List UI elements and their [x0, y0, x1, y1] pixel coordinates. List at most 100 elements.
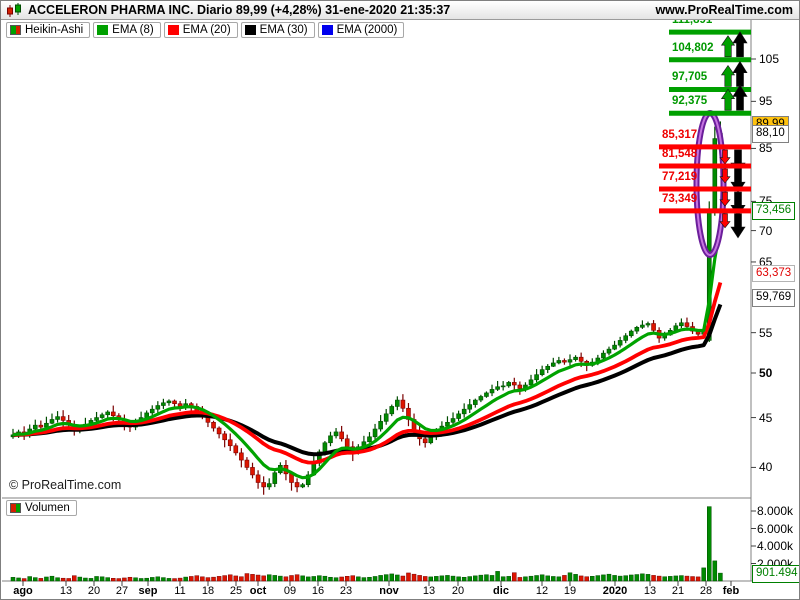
volume-bar [294, 574, 300, 582]
legend-item-ema-2000[interactable]: EMA (2000) [317, 22, 405, 38]
volume-bar [434, 576, 439, 582]
volume-bar [556, 576, 562, 582]
candle [367, 436, 372, 443]
candle [172, 400, 177, 404]
volume-bar [172, 578, 177, 582]
volume-bar [445, 575, 450, 582]
volume-bar [612, 575, 617, 582]
volume-bar [651, 575, 656, 582]
volume-bar [339, 576, 344, 582]
volume-bar [712, 560, 718, 582]
up-arrow-icon[interactable] [720, 88, 736, 111]
ema-30-line[interactable] [12, 303, 723, 457]
up-arrow-icon[interactable] [732, 84, 748, 111]
volume-bar [606, 573, 612, 582]
candle [517, 384, 523, 389]
volume-bar [662, 576, 667, 582]
volume-indicator-legend: Volumen [6, 500, 77, 516]
volume-bar [439, 575, 445, 582]
volume-bar [216, 576, 222, 582]
down-arrow-icon[interactable] [730, 213, 746, 239]
candle [445, 422, 450, 427]
down-arrow-icon[interactable] [719, 168, 731, 184]
volume-bar [211, 576, 216, 582]
volume-bar [33, 577, 38, 582]
volume-bar [205, 577, 211, 582]
candle [545, 365, 551, 370]
candle [428, 436, 434, 444]
legend-item-ema-30[interactable]: EMA (30) [240, 22, 315, 38]
volume-bar [72, 575, 77, 582]
volume-bar [590, 576, 595, 582]
volume-bar [623, 575, 628, 582]
candle [567, 359, 573, 363]
up-arrow-icon[interactable] [732, 60, 748, 87]
legend-item-ema-20[interactable]: EMA (20) [163, 22, 238, 38]
volume-bar [467, 576, 472, 582]
legend-item-label: EMA (2000) [336, 24, 398, 36]
volume-bar [378, 575, 383, 582]
candle [573, 356, 578, 360]
volume-bar [227, 574, 233, 582]
volume-bar [300, 575, 305, 582]
candle [105, 411, 110, 416]
candle [489, 389, 495, 394]
candle [495, 386, 500, 390]
volume-bar [500, 576, 506, 582]
volume-bar [250, 574, 255, 582]
volume-bar [138, 578, 144, 582]
volume-bar [484, 574, 489, 582]
volume-bar [545, 575, 550, 582]
volume-bar [690, 576, 695, 582]
candle [511, 382, 517, 386]
volume-bar [38, 578, 44, 582]
volume-bar [350, 575, 356, 582]
ema-8-line[interactable] [12, 227, 722, 480]
copyright-watermark: © ProRealTime.com [9, 478, 122, 492]
volume-bar [406, 572, 411, 582]
candle [344, 438, 350, 448]
volume-bar [383, 574, 389, 582]
volume-bar [261, 575, 266, 582]
candle [623, 335, 629, 341]
ema-20-line[interactable] [12, 281, 723, 465]
candle [500, 385, 506, 388]
volume-bar [244, 573, 250, 582]
up-arrow-icon[interactable] [720, 35, 736, 58]
candle [294, 482, 300, 488]
volume-bar [656, 575, 662, 582]
volume-bar [601, 574, 606, 582]
candle [539, 369, 545, 375]
candle [255, 474, 261, 483]
volume-bar [450, 575, 456, 582]
volume-bar [239, 576, 244, 582]
candle [233, 445, 239, 454]
candle [478, 396, 484, 401]
volume-bar [305, 576, 311, 582]
candle [640, 324, 645, 328]
down-arrow-icon[interactable] [719, 191, 731, 207]
candle [60, 416, 66, 421]
down-arrow-icon[interactable] [719, 149, 731, 165]
volume-bar [512, 572, 517, 582]
legend-item-ema-8[interactable]: EMA (8) [93, 22, 161, 38]
volume-bar [55, 577, 60, 582]
volume-swatch-icon [10, 503, 21, 513]
volume-bar [10, 577, 16, 582]
volume-bar [372, 576, 378, 582]
up-arrow-icon[interactable] [732, 31, 748, 58]
volume-bar [344, 576, 350, 582]
up-arrow-icon[interactable] [720, 64, 736, 87]
volume-bar [595, 575, 601, 582]
down-arrow-icon[interactable] [719, 213, 731, 229]
candle [239, 452, 244, 461]
volume-bar [684, 575, 690, 582]
volume-bar [188, 576, 194, 582]
ema-8-swatch-icon [97, 25, 109, 35]
legend-item-heikin-ashi[interactable]: Heikin-Ashi [6, 22, 91, 38]
volume-bar [478, 574, 484, 582]
candle [250, 467, 255, 476]
legend-item-volume[interactable]: Volumen [6, 500, 77, 516]
volume-bar [88, 578, 94, 582]
